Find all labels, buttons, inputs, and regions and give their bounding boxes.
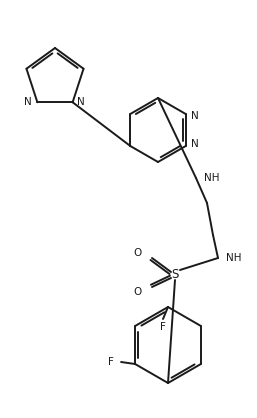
Text: O: O — [134, 248, 142, 258]
Text: F: F — [108, 357, 114, 367]
Text: N: N — [191, 139, 198, 149]
Text: N: N — [77, 97, 84, 107]
Text: N: N — [24, 97, 31, 107]
Text: F: F — [160, 322, 166, 332]
Text: NH: NH — [204, 173, 219, 183]
Text: N: N — [191, 111, 198, 121]
Text: S: S — [171, 268, 179, 281]
Text: O: O — [134, 287, 142, 297]
Text: NH: NH — [226, 253, 242, 263]
